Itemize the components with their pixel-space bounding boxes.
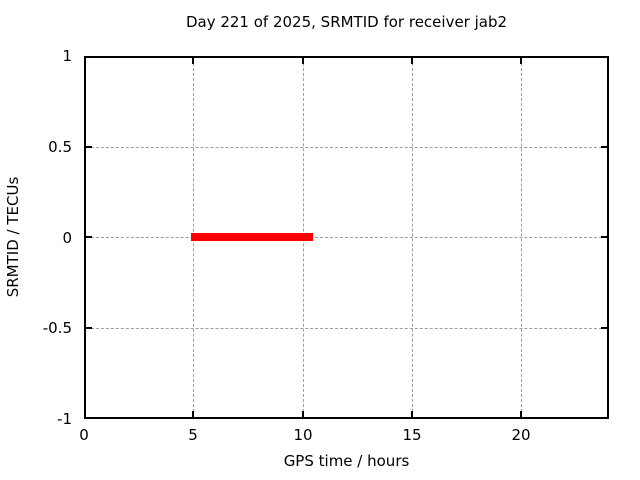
tick-left [86,327,92,329]
y-tick-label: 0 [62,229,72,247]
x-tick-label: 10 [293,426,313,444]
tick-right [601,146,607,148]
y-axis-title: SRMTID / TECUs [4,176,22,298]
x-tick-label: 5 [188,426,198,444]
gridline-y0.5 [86,147,607,148]
y-tick-label: -0.5 [42,319,72,337]
tick-top [520,58,522,64]
gridline-y-0.5 [86,328,607,329]
x-tick-label: 20 [511,426,531,444]
y-tick-label: -1 [57,410,72,428]
y-tick-label: 0.5 [48,138,72,156]
tick-bottom [411,411,413,417]
gridline-y0 [86,237,607,238]
tick-left [86,146,92,148]
x-axis-title: GPS time / hours [283,452,410,470]
plot-area [84,56,609,419]
x-tick-label: 0 [79,426,89,444]
tick-bottom [302,411,304,417]
tick-bottom [520,411,522,417]
tick-right [601,236,607,238]
x-tick-label: 15 [402,426,422,444]
tick-top [411,58,413,64]
tick-right [601,327,607,329]
tick-top [192,58,194,64]
tick-top [302,58,304,64]
series-srmtid-line [191,233,313,241]
tick-left [86,236,92,238]
tick-bottom [192,411,194,417]
chart-title: Day 221 of 2025, SRMTID for receiver jab… [185,13,508,31]
y-tick-label: 1 [62,47,72,65]
